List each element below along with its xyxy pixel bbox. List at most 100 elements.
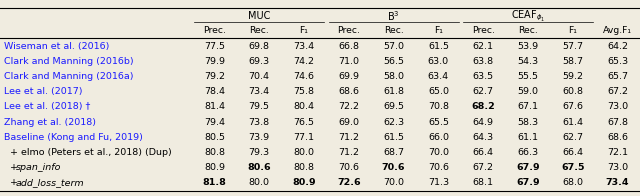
- Text: 69.3: 69.3: [248, 57, 270, 66]
- Text: 68.1: 68.1: [473, 178, 493, 187]
- Text: 66.0: 66.0: [428, 133, 449, 142]
- Text: 55.5: 55.5: [518, 72, 538, 81]
- Text: 59.2: 59.2: [563, 72, 583, 81]
- Text: 65.5: 65.5: [428, 118, 449, 127]
- Text: 67.2: 67.2: [473, 163, 493, 172]
- Text: 73.4: 73.4: [606, 178, 629, 187]
- Text: 74.6: 74.6: [294, 72, 314, 81]
- Text: F₁: F₁: [568, 25, 577, 34]
- Text: 53.9: 53.9: [517, 42, 539, 51]
- Text: 73.9: 73.9: [248, 133, 270, 142]
- Text: 68.6: 68.6: [607, 133, 628, 142]
- Text: 68.0: 68.0: [563, 178, 583, 187]
- Text: 64.2: 64.2: [607, 42, 628, 51]
- Text: 73.0: 73.0: [607, 103, 628, 112]
- Text: 80.5: 80.5: [204, 133, 225, 142]
- Text: 71.0: 71.0: [339, 57, 359, 66]
- Text: 63.5: 63.5: [472, 72, 494, 81]
- Text: Wiseman et al. (2016): Wiseman et al. (2016): [4, 42, 109, 51]
- Text: 64.3: 64.3: [472, 133, 494, 142]
- Text: 70.6: 70.6: [428, 163, 449, 172]
- Text: Prec.: Prec.: [472, 25, 495, 34]
- Text: Clark and Manning (2016b): Clark and Manning (2016b): [4, 57, 134, 66]
- Text: 80.8: 80.8: [294, 163, 314, 172]
- Text: 79.2: 79.2: [204, 72, 225, 81]
- Text: Zhang et al. (2018): Zhang et al. (2018): [4, 118, 96, 127]
- Text: 58.3: 58.3: [517, 118, 539, 127]
- Text: 72.6: 72.6: [337, 178, 360, 187]
- Text: Baseline (Kong and Fu, 2019): Baseline (Kong and Fu, 2019): [4, 133, 143, 142]
- Text: 62.3: 62.3: [383, 118, 404, 127]
- Text: 65.7: 65.7: [607, 72, 628, 81]
- Text: F₁: F₁: [434, 25, 443, 34]
- Text: 77.5: 77.5: [204, 42, 225, 51]
- Text: 70.0: 70.0: [428, 148, 449, 157]
- Text: 73.0: 73.0: [607, 163, 628, 172]
- Text: 67.5: 67.5: [561, 163, 584, 172]
- Text: Prec.: Prec.: [203, 25, 226, 34]
- Text: 66.4: 66.4: [563, 148, 583, 157]
- Text: 60.8: 60.8: [563, 87, 583, 96]
- Text: 75.8: 75.8: [294, 87, 314, 96]
- Text: 58.0: 58.0: [383, 72, 404, 81]
- Text: 61.4: 61.4: [563, 118, 583, 127]
- Text: 71.2: 71.2: [339, 133, 359, 142]
- Text: 80.6: 80.6: [248, 163, 271, 172]
- Text: 73.8: 73.8: [248, 118, 270, 127]
- Text: 73.4: 73.4: [293, 42, 315, 51]
- Text: 77.1: 77.1: [294, 133, 314, 142]
- Text: 79.5: 79.5: [249, 103, 269, 112]
- Text: 80.9: 80.9: [204, 163, 225, 172]
- Text: 69.9: 69.9: [339, 72, 359, 81]
- Text: 69.5: 69.5: [383, 103, 404, 112]
- Text: 81.4: 81.4: [204, 103, 225, 112]
- Text: 65.3: 65.3: [607, 57, 628, 66]
- Text: 66.3: 66.3: [517, 148, 539, 157]
- Text: 79.9: 79.9: [204, 57, 225, 66]
- Text: 81.8: 81.8: [202, 178, 227, 187]
- Text: 70.8: 70.8: [428, 103, 449, 112]
- Text: 76.5: 76.5: [294, 118, 314, 127]
- Text: Prec.: Prec.: [337, 25, 360, 34]
- Text: 80.0: 80.0: [294, 148, 314, 157]
- Text: 67.9: 67.9: [516, 163, 540, 172]
- Text: 59.0: 59.0: [518, 87, 538, 96]
- Text: 67.6: 67.6: [563, 103, 583, 112]
- Text: 65.0: 65.0: [428, 87, 449, 96]
- Text: 66.4: 66.4: [473, 148, 493, 157]
- Text: + elmo (Peters et al., 2018) (Dup): + elmo (Peters et al., 2018) (Dup): [10, 148, 172, 157]
- Text: 63.8: 63.8: [472, 57, 494, 66]
- Text: 62.7: 62.7: [473, 87, 493, 96]
- Text: 62.1: 62.1: [473, 42, 493, 51]
- Text: 61.8: 61.8: [383, 87, 404, 96]
- Text: 80.4: 80.4: [294, 103, 314, 112]
- Text: 79.4: 79.4: [204, 118, 225, 127]
- Text: 72.2: 72.2: [339, 103, 359, 112]
- Text: add_loss_term: add_loss_term: [16, 178, 84, 187]
- Text: 78.4: 78.4: [204, 87, 225, 96]
- Text: +: +: [10, 163, 21, 172]
- Text: 70.0: 70.0: [383, 178, 404, 187]
- Text: 69.8: 69.8: [249, 42, 269, 51]
- Text: 61.5: 61.5: [428, 42, 449, 51]
- Text: Rec.: Rec.: [250, 25, 269, 34]
- Text: 66.8: 66.8: [339, 42, 359, 51]
- Text: 73.4: 73.4: [248, 87, 270, 96]
- Text: 70.4: 70.4: [249, 72, 269, 81]
- Text: 57.0: 57.0: [383, 42, 404, 51]
- Text: 67.8: 67.8: [607, 118, 628, 127]
- Text: Clark and Manning (2016a): Clark and Manning (2016a): [4, 72, 134, 81]
- Text: 70.6: 70.6: [382, 163, 405, 172]
- Text: 80.9: 80.9: [292, 178, 316, 187]
- Text: Rec.: Rec.: [384, 25, 403, 34]
- Text: Avg.F₁: Avg.F₁: [603, 25, 632, 34]
- Text: B$^3$: B$^3$: [387, 9, 400, 23]
- Text: CEAF$_{\phi_1}$: CEAF$_{\phi_1}$: [511, 9, 545, 24]
- Text: 79.3: 79.3: [248, 148, 270, 157]
- Text: Rec.: Rec.: [518, 25, 538, 34]
- Text: 63.0: 63.0: [428, 57, 449, 66]
- Text: 68.6: 68.6: [339, 87, 359, 96]
- Text: 62.7: 62.7: [563, 133, 583, 142]
- Text: Lee et al. (2017): Lee et al. (2017): [4, 87, 83, 96]
- Text: 74.2: 74.2: [294, 57, 314, 66]
